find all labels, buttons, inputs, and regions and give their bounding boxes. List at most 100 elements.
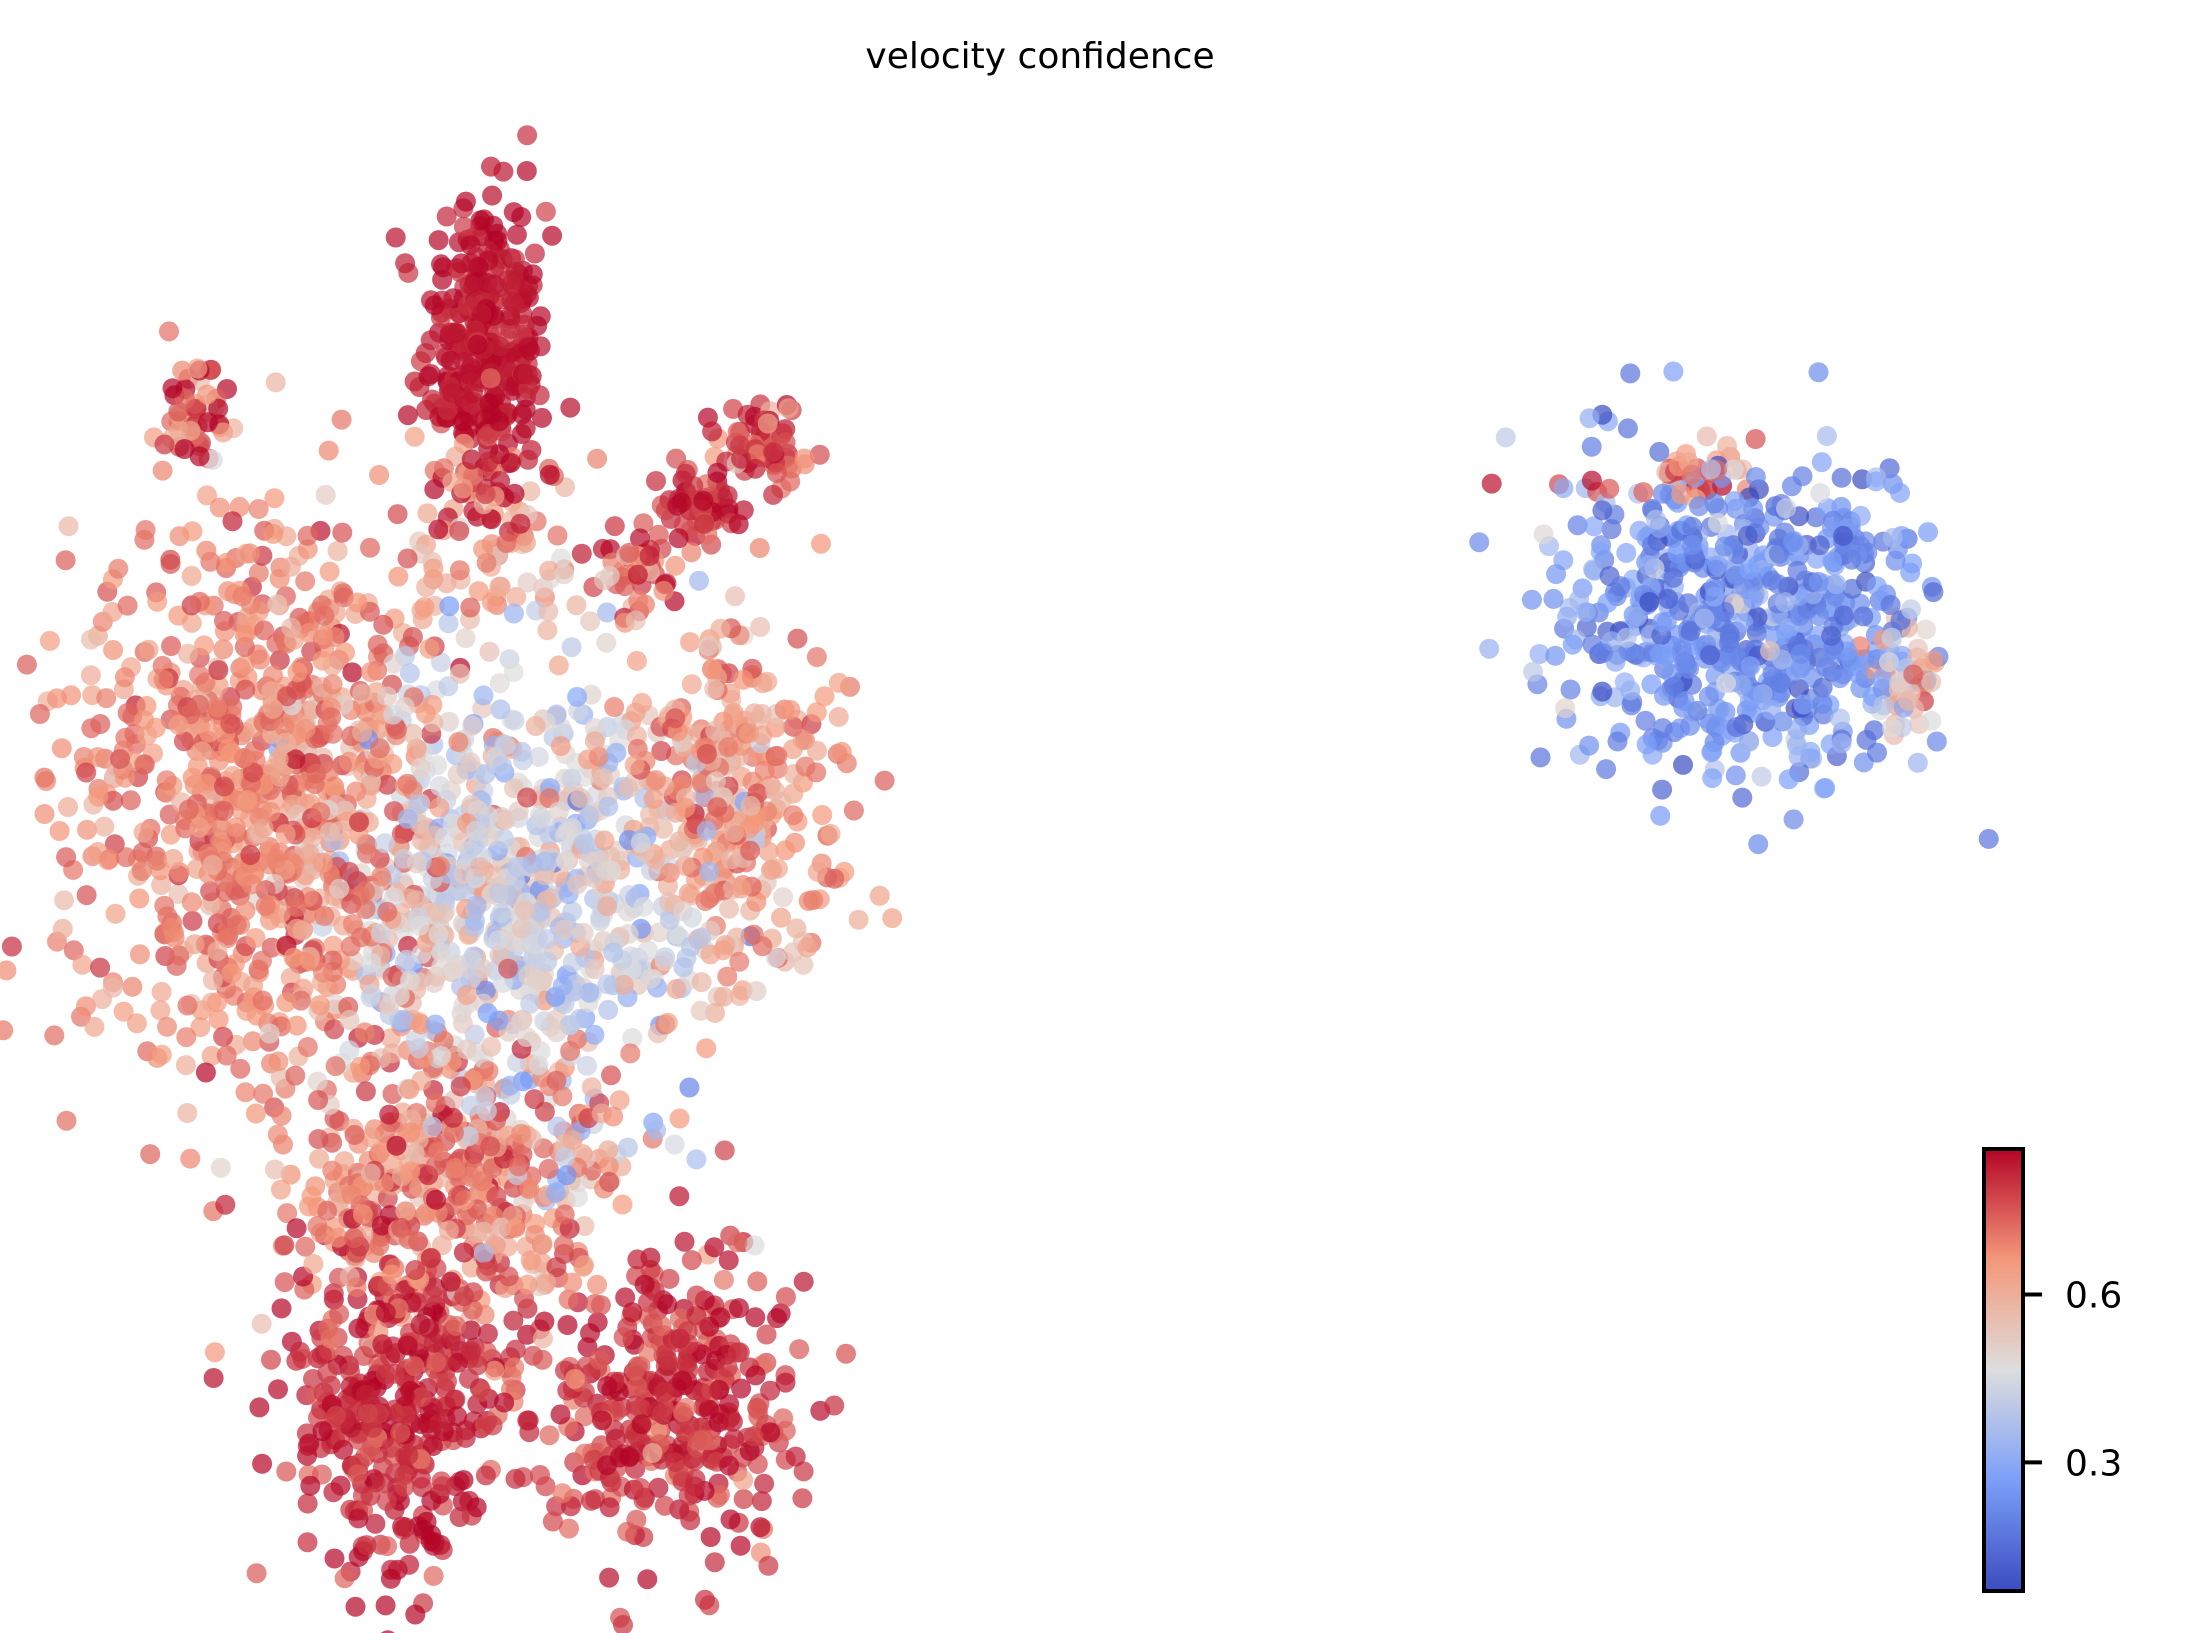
scatter-point <box>479 641 500 662</box>
scatter-point <box>1596 759 1617 780</box>
scatter-point <box>705 771 726 792</box>
scatter-point <box>568 1187 588 1208</box>
scatter-point <box>615 1287 636 1308</box>
scatter-point <box>814 686 835 707</box>
scatter-point <box>1724 491 1745 512</box>
scatter-point <box>1 936 22 957</box>
scatter-point <box>577 1337 598 1358</box>
scatter-point <box>320 822 340 842</box>
scatter-point <box>402 723 423 744</box>
scatter-point <box>1847 663 1868 684</box>
scatter-point <box>1918 522 1938 543</box>
scatter-point <box>476 427 497 447</box>
scatter-point <box>371 866 392 887</box>
scatter-point <box>242 1031 263 1052</box>
scatter-point <box>207 697 227 718</box>
scatter-point <box>561 818 582 838</box>
scatter-point <box>161 636 182 656</box>
scatter-point <box>399 663 420 684</box>
scatter-point <box>1607 731 1628 752</box>
scatter-point <box>806 702 827 723</box>
scatter-point <box>102 977 123 998</box>
scatter-point <box>1872 668 1892 689</box>
scatter-point <box>506 224 527 245</box>
scatter-point <box>423 1565 444 1586</box>
scatter-point <box>463 383 484 404</box>
scatter-point <box>648 1477 669 1498</box>
scatter-point <box>52 918 73 939</box>
scatter-point <box>248 959 269 980</box>
scatter-point <box>151 875 172 895</box>
scatter-point <box>360 1440 381 1461</box>
scatter-point <box>84 1016 105 1037</box>
scatter-point <box>157 1016 177 1037</box>
scatter-point <box>745 1307 766 1328</box>
scatter-point <box>56 847 77 868</box>
scatter-point <box>206 992 227 1013</box>
scatter-point <box>447 1185 468 1206</box>
scatter-point <box>1533 524 1554 545</box>
scatter-point <box>1642 535 1662 556</box>
scatter-point <box>1529 644 1550 664</box>
scatter-point <box>87 747 108 767</box>
scatter-point <box>1575 602 1596 623</box>
scatter-point <box>1864 720 1885 741</box>
scatter-point <box>680 632 701 653</box>
scatter-point <box>333 583 354 604</box>
scatter-point <box>1698 686 1719 707</box>
scatter-point <box>433 903 454 924</box>
scatter-point <box>29 704 50 724</box>
scatter-point <box>1523 661 1544 682</box>
scatter-point <box>1521 589 1542 610</box>
scatter-point <box>213 422 234 443</box>
scatter-point <box>1620 680 1641 701</box>
scatter-point <box>492 755 512 776</box>
scatter-point <box>550 736 571 756</box>
scatter-point <box>240 845 261 865</box>
scatter-point <box>1809 535 1830 556</box>
scatter-point <box>756 1324 777 1345</box>
scatter-point <box>713 986 734 1007</box>
scatter-point <box>322 723 343 744</box>
scatter-point <box>405 1604 426 1625</box>
scatter-point <box>102 602 123 622</box>
scatter-point <box>277 1203 298 1224</box>
scatter-point <box>379 1104 400 1125</box>
scatter-point <box>241 874 262 895</box>
scatter-point <box>669 1186 690 1207</box>
scatter-point <box>1808 571 1829 592</box>
scatter-point <box>181 892 202 913</box>
scatter-point <box>44 1025 65 1046</box>
scatter-point <box>178 643 198 664</box>
scatter-point <box>129 944 150 965</box>
scatter-point <box>1641 674 1662 695</box>
scatter-point <box>1903 664 1924 685</box>
scatter-point <box>828 706 849 727</box>
scatter-point <box>593 768 614 789</box>
scatter-point <box>210 1157 231 1178</box>
scatter-point <box>574 1406 595 1427</box>
scatter-point <box>177 1103 198 1123</box>
scatter-point <box>1853 606 1874 627</box>
scatter-point <box>748 1399 768 1420</box>
scatter-point <box>534 1311 555 1332</box>
scatter-point <box>693 490 714 511</box>
scatter-point <box>433 1030 454 1051</box>
scatter-point <box>1842 578 1863 599</box>
scatter-point <box>214 776 234 797</box>
scatter-point <box>524 1089 545 1110</box>
scatter-point <box>369 738 390 759</box>
scatter-point <box>180 1148 201 1169</box>
scatter-point <box>1592 500 1613 521</box>
scatter-point <box>525 716 546 736</box>
scatter-point <box>624 1360 645 1381</box>
scatter-point <box>429 797 450 818</box>
scatter-point <box>180 420 201 441</box>
scatter-point <box>291 990 311 1011</box>
scatter-point <box>599 565 620 586</box>
scatter-point <box>446 1315 467 1336</box>
scatter-point <box>147 591 168 612</box>
scatter-point <box>1639 592 1660 612</box>
scatter-point <box>58 516 79 537</box>
scatter-point <box>597 896 618 917</box>
